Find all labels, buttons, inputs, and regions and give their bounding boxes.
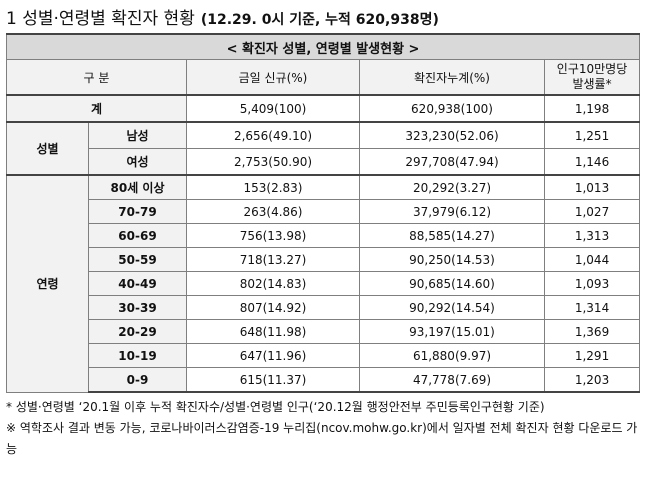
cell-rate: 1,044	[543, 247, 641, 272]
cell-cumulative: 88,585(14.27)	[359, 223, 545, 248]
table-row-age: 30-39 807(14.92) 90,292(14.54) 1,314	[7, 295, 641, 320]
cell-new: 756(13.98)	[186, 223, 360, 248]
cell-new: 647(11.96)	[186, 343, 360, 368]
cell-cumulative: 20,292(3.27)	[359, 174, 545, 200]
cell-cumulative: 47,778(7.69)	[359, 367, 545, 393]
cell-rate: 1,093	[543, 271, 641, 296]
cell-new: 5,409(100)	[186, 94, 360, 123]
row-label-age: 10-19	[88, 343, 187, 368]
cell-rate: 1,369	[543, 319, 641, 344]
cell-cumulative: 90,292(14.54)	[359, 295, 545, 320]
row-label-age: 70-79	[88, 199, 187, 224]
group-label-age: 연령	[6, 174, 89, 393]
table-row-age: 10-19 647(11.96) 61,880(9.97) 1,291	[7, 343, 641, 368]
header-rate-line2: 발생률*	[572, 77, 612, 91]
footnote-data-source: ※ 역학조사 결과 변동 가능, 코로나바이러스감염증-19 누리집(ncov.…	[6, 421, 638, 456]
cell-rate: 1,027	[543, 199, 641, 224]
cell-cumulative: 93,197(15.01)	[359, 319, 545, 344]
cell-new: 263(4.86)	[186, 199, 360, 224]
table-row-age: 연령 80세 이상 153(2.83) 20,292(3.27) 1,013	[6, 174, 641, 393]
cell-rate: 1,251	[543, 121, 641, 149]
cell-new: 2,753(50.90)	[186, 148, 360, 176]
group-label-sex: 성별	[6, 121, 89, 176]
header-category: 구 분	[6, 59, 187, 96]
table-row-age: 70-79 263(4.86) 37,979(6.12) 1,027	[7, 199, 641, 224]
table-caption: < 확진자 성별, 연령별 발생현황 >	[5, 33, 641, 60]
row-label-age: 80세 이상	[88, 174, 187, 200]
header-cumulative: 확진자누계(%)	[359, 59, 545, 96]
table-row-age: 0-9 615(11.37) 47,778(7.69) 1,203	[7, 367, 641, 393]
cell-new: 718(13.27)	[186, 247, 360, 272]
cell-new: 153(2.83)	[186, 174, 360, 200]
row-label-age: 40-49	[88, 271, 187, 296]
table-row-total: 계 5,409(100) 620,938(100) 1,198	[6, 94, 641, 123]
cell-new: 648(11.98)	[186, 319, 360, 344]
row-label-male: 남성	[88, 121, 187, 149]
row-label-total: 계	[6, 94, 187, 123]
cell-cumulative: 620,938(100)	[359, 94, 545, 123]
row-label-age: 0-9	[88, 367, 187, 393]
footnotes: * 성별·연령별 ‘20.1월 이후 누적 확진자수/성별·연령별 인구(‘20…	[6, 397, 638, 460]
confirmed-cases-table: < 확진자 성별, 연령별 발생현황 > 구 분 금일 신규(%) 확진자누계(…	[5, 33, 641, 393]
cell-cumulative: 90,250(14.53)	[359, 247, 545, 272]
cell-new: 2,656(49.10)	[186, 121, 360, 149]
table-row-age: 20-29 648(11.98) 93,197(15.01) 1,369	[7, 319, 641, 344]
cell-new: 802(14.83)	[186, 271, 360, 296]
page-title: 1 성별·연령별 확진자 현황 (12.29. 0시 기준, 누적 620,938…	[6, 4, 439, 29]
title-subtitle: (12.29. 0시 기준, 누적 620,938명)	[200, 12, 439, 28]
cell-rate: 1,203	[543, 367, 641, 393]
row-label-age: 30-39	[88, 295, 187, 320]
table-row-age: 50-59 718(13.27) 90,250(14.53) 1,044	[7, 247, 641, 272]
cell-cumulative: 323,230(52.06)	[359, 121, 545, 149]
table-row-age: 60-69 756(13.98) 88,585(14.27) 1,313	[7, 223, 641, 248]
row-label-female: 여성	[88, 148, 187, 176]
cell-new: 807(14.92)	[186, 295, 360, 320]
header-rate-line1: 인구10만명당	[556, 62, 628, 76]
cell-cumulative: 297,708(47.94)	[359, 148, 545, 176]
table-row-male: 성별 남성 2,656(49.10) 323,230(52.06) 1,251	[6, 121, 641, 176]
header-new-today: 금일 신규(%)	[186, 59, 360, 96]
row-label-age: 50-59	[88, 247, 187, 272]
cell-rate: 1,291	[543, 343, 641, 368]
footnote-rate-definition: * 성별·연령별 ‘20.1월 이후 누적 확진자수/성별·연령별 인구(‘20…	[6, 400, 545, 414]
table-row-female: 여성 2,753(50.90) 297,708(47.94) 1,146	[6, 148, 641, 176]
cell-cumulative: 90,685(14.60)	[359, 271, 545, 296]
cell-rate: 1,314	[543, 295, 641, 320]
cell-rate: 1,198	[543, 94, 641, 123]
cell-rate: 1,313	[543, 223, 641, 248]
cell-rate: 1,013	[543, 174, 641, 200]
title-main: 1 성별·연령별 확진자 현황	[6, 9, 195, 29]
cell-cumulative: 37,979(6.12)	[359, 199, 545, 224]
row-label-age: 20-29	[88, 319, 187, 344]
cell-new: 615(11.37)	[186, 367, 360, 393]
row-label-age: 60-69	[88, 223, 187, 248]
cell-cumulative: 61,880(9.97)	[359, 343, 545, 368]
cell-rate: 1,146	[543, 148, 641, 176]
header-rate: 인구10만명당 발생률*	[543, 59, 641, 96]
table-row-age: 40-49 802(14.83) 90,685(14.60) 1,093	[7, 271, 641, 296]
